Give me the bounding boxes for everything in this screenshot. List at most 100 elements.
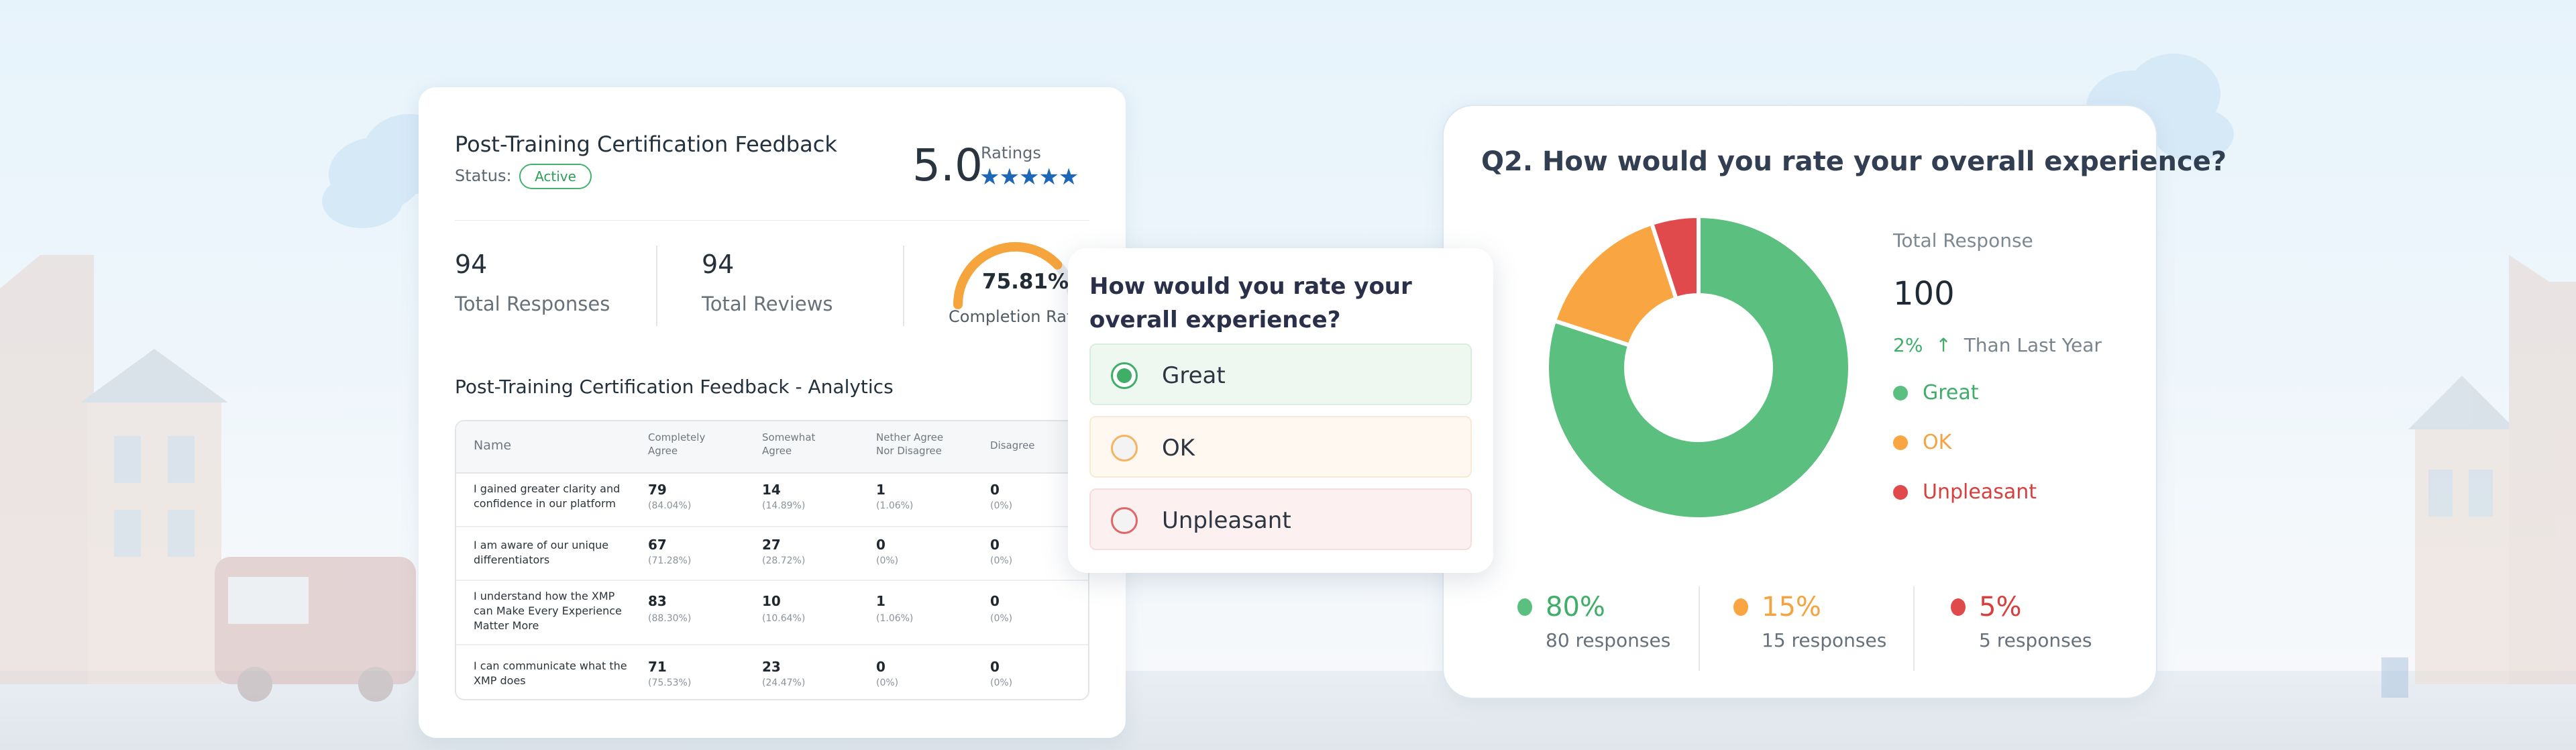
legend-item-ok: OK — [1893, 431, 1951, 454]
divider — [455, 220, 1089, 221]
count: 0 — [990, 482, 1000, 498]
table-row: I am aware of our unique differentiators… — [456, 527, 1088, 581]
stat-percent: 80% — [1546, 592, 1605, 623]
popup-question: How would you rate your overall experien… — [1089, 273, 1412, 333]
percent: (0%) — [876, 678, 899, 688]
legend-dot-icon — [1893, 484, 1908, 500]
count: 1 — [876, 593, 885, 609]
legend-dot-icon — [1893, 385, 1908, 400]
column-header-somewhat-agree: Somewhat Agree — [762, 431, 816, 457]
percent: (84.04%) — [648, 500, 692, 511]
radio-selected-icon[interactable] — [1111, 362, 1138, 389]
option-label: Unpleasant — [1162, 507, 1291, 534]
stat-ok: 15% 15 responses — [1733, 592, 1886, 651]
stat-responses: 15 responses — [1762, 629, 1887, 651]
results-question-title: Q2. How would you rate your overall expe… — [1481, 146, 2227, 177]
percent: (1.06%) — [876, 500, 914, 511]
count: 0 — [990, 537, 1000, 553]
legend-label: Great — [1923, 381, 1979, 405]
responses-donut-chart — [1545, 214, 1852, 521]
row-name: I am aware of our unique differentiators — [474, 539, 609, 566]
donut-slice-ok — [1552, 221, 1678, 347]
option-ok[interactable]: OK — [1089, 416, 1472, 478]
table-row: I understand how the XMP can Make Every … — [456, 581, 1088, 645]
count: 0 — [876, 659, 885, 675]
count: 79 — [648, 482, 667, 498]
stat-unpleasant: 5% 5 responses — [1951, 592, 2092, 651]
status-label: Status: — [455, 166, 512, 185]
percent: (24.47%) — [762, 678, 806, 688]
completion-rate-label: Completion Rate — [949, 307, 1083, 326]
total-responses-label: Total Responses — [455, 292, 610, 315]
column-header-name: Name — [474, 438, 512, 453]
count: 67 — [648, 537, 667, 553]
dot-icon — [1517, 598, 1532, 616]
percent: (0%) — [990, 555, 1013, 566]
divider — [903, 246, 904, 326]
count: 23 — [762, 659, 781, 675]
divider — [1913, 586, 1915, 671]
option-label: OK — [1162, 435, 1195, 462]
radio-icon[interactable] — [1111, 507, 1138, 534]
star-rating-icon: ★★★★★ — [979, 164, 1079, 191]
trend-indicator: 2% ↑ Than Last Year — [1893, 334, 2102, 356]
percent: (14.89%) — [762, 500, 806, 511]
count: 1 — [876, 482, 885, 498]
legend-item-great: Great — [1893, 381, 1979, 405]
percent: (88.30%) — [648, 613, 692, 624]
results-card: Q2. How would you rate your overall expe… — [1442, 105, 2226, 699]
count: 83 — [648, 593, 667, 609]
percent: (0%) — [876, 555, 899, 566]
analytics-title: Post-Training Certification Feedback - A… — [455, 376, 894, 398]
count: 0 — [876, 537, 885, 553]
count: 0 — [990, 593, 1000, 609]
donut-slice-great — [1545, 214, 1852, 521]
total-responses-value: 94 — [455, 250, 488, 279]
trend-value: 2% — [1893, 334, 1923, 356]
completion-rate-value: 75.81% — [982, 270, 1069, 294]
arrow-up-icon: ↑ — [1935, 334, 1951, 356]
card-title: Post-Training Certification Feedback — [455, 131, 837, 157]
donut-slice-unpleasant — [1650, 214, 1701, 301]
percent: (0%) — [990, 678, 1013, 688]
dot-icon — [1733, 598, 1748, 616]
stat-percent: 5% — [1979, 592, 2022, 623]
row-name: I can communicate what the XMP does — [474, 659, 627, 687]
total-reviews-value: 94 — [702, 250, 735, 279]
option-great[interactable]: Great — [1089, 343, 1472, 405]
stat-responses: 80 responses — [1546, 629, 1671, 651]
count: 27 — [762, 537, 781, 553]
trend-text: Than Last Year — [1964, 334, 2102, 356]
stat-responses: 5 responses — [1979, 629, 2092, 651]
count: 14 — [762, 482, 781, 498]
completion-gauge — [953, 242, 1078, 309]
table-header: Name Completely Agree Somewhat Agree Net… — [456, 421, 1088, 474]
divider — [656, 246, 657, 326]
percent: (28.72%) — [762, 555, 806, 566]
row-name: I understand how the XMP can Make Every … — [474, 590, 622, 632]
count: 71 — [648, 659, 667, 675]
percent: (0%) — [990, 500, 1013, 511]
percent: (75.53%) — [648, 678, 692, 688]
row-name: I gained greater clarity and confidence … — [474, 482, 621, 510]
count: 10 — [762, 593, 781, 609]
radio-icon[interactable] — [1111, 435, 1138, 462]
percent: (0%) — [990, 613, 1013, 624]
count: 0 — [990, 659, 1000, 675]
feedback-summary-card: Post-Training Certification Feedback Sta… — [419, 87, 1126, 738]
total-response-value: 100 — [1893, 275, 1955, 313]
analytics-table: Name Completely Agree Somewhat Agree Net… — [455, 420, 1089, 700]
dot-icon — [1951, 598, 1966, 616]
option-label: Great — [1162, 362, 1226, 389]
option-unpleasant[interactable]: Unpleasant — [1089, 488, 1472, 550]
column-header-disagree: Disagree — [990, 439, 1035, 451]
total-response-label: Total Response — [1893, 229, 2033, 252]
legend-dot-icon — [1893, 435, 1908, 450]
legend-item-unpleasant: Unpleasant — [1893, 480, 2037, 504]
rating-value: 5.0 — [912, 140, 983, 191]
stat-percent: 15% — [1762, 592, 1821, 623]
ratings-label: Ratings — [981, 144, 1041, 162]
stat-great: 80% 80 responses — [1517, 592, 1670, 651]
legend-label: Unpleasant — [1923, 480, 2037, 504]
percent: (1.06%) — [876, 613, 914, 624]
